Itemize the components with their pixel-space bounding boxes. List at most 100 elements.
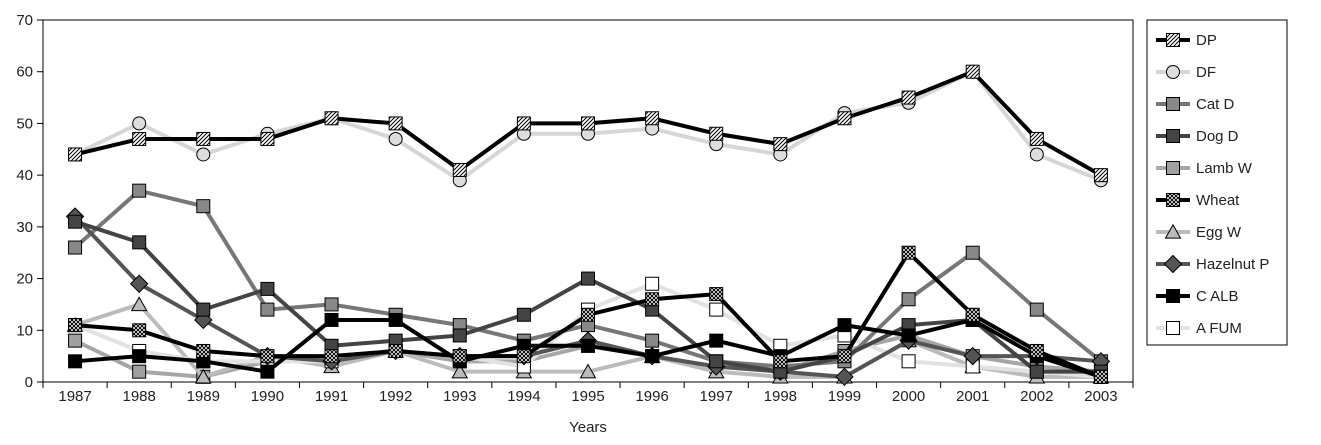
data-point [516, 349, 531, 364]
data-point [645, 276, 660, 291]
legend-marker [1163, 254, 1183, 274]
data-point [260, 131, 275, 146]
data-point [1029, 302, 1044, 317]
data-point [452, 162, 467, 177]
y-tick-label: 40 [16, 167, 33, 184]
legend-entry: Egg W [1156, 223, 1242, 241]
x-tick-label: 1997 [700, 388, 733, 405]
data-point [196, 302, 211, 317]
x-tick-label: 2001 [956, 388, 989, 405]
x-tick-label: 1995 [571, 388, 604, 405]
data-point [965, 64, 980, 79]
x-tick-label: 1998 [764, 388, 797, 405]
x-tick-label: 1987 [58, 388, 91, 405]
legend-marker [1166, 65, 1180, 79]
data-point [773, 137, 788, 152]
legend-label: Lamb W [1196, 160, 1253, 177]
data-point [1029, 147, 1044, 162]
y-tick-label: 70 [16, 12, 33, 29]
x-tick-label: 1989 [187, 388, 220, 405]
x-tick-label: 2003 [1084, 388, 1117, 405]
x-tick-label: 1990 [251, 388, 284, 405]
legend-label: DP [1196, 32, 1217, 49]
data-point [835, 367, 854, 387]
legend-marker [1164, 223, 1182, 239]
legend-entry: C ALB [1156, 288, 1239, 305]
data-point [452, 349, 467, 364]
legend-label: C ALB [1196, 288, 1239, 305]
data-point [388, 116, 403, 131]
data-point [132, 131, 147, 146]
data-point [581, 271, 595, 286]
data-point [129, 274, 149, 293]
series-wheat [68, 245, 1108, 384]
legend-label: Dog D [1196, 128, 1239, 145]
legend-entry: DP [1156, 32, 1217, 49]
data-point [452, 328, 467, 343]
data-point [1029, 343, 1044, 358]
data-point [773, 354, 788, 369]
legend-entry: A FUM [1156, 320, 1242, 337]
legend-marker [1166, 289, 1180, 303]
data-point [901, 245, 916, 260]
data-point [260, 364, 275, 379]
data-point [196, 147, 211, 162]
data-point [579, 363, 597, 379]
data-point [130, 296, 148, 312]
data-point [194, 368, 212, 384]
data-point [645, 292, 660, 307]
data-point [260, 281, 275, 296]
data-point [709, 287, 724, 302]
x-axis-label: Years [569, 419, 607, 436]
data-point [132, 116, 147, 131]
data-point [1093, 168, 1108, 183]
legend-marker [1166, 129, 1180, 143]
data-point [837, 318, 852, 333]
legend-label: Wheat [1196, 192, 1240, 209]
data-point [837, 349, 852, 364]
data-point [1093, 369, 1108, 384]
data-point [132, 364, 147, 379]
data-point [963, 346, 982, 366]
x-tick-label: 1988 [122, 388, 155, 405]
y-tick-label: 60 [16, 64, 33, 81]
legend-entry: Lamb W [1156, 160, 1253, 177]
data-point [68, 147, 83, 162]
data-point [901, 328, 916, 343]
data-point [965, 307, 980, 322]
y-axis: 0 10 20 30 40 50 60 70 [16, 12, 43, 391]
data-point [645, 349, 660, 364]
data-point [260, 302, 275, 317]
data-point [645, 111, 660, 126]
legend-entry: Cat D [1156, 96, 1235, 113]
data-point [388, 131, 403, 146]
data-point [581, 338, 595, 353]
series-layer [65, 64, 1111, 387]
legend-label: Hazelnut P [1196, 256, 1269, 273]
legend-label: DF [1196, 64, 1216, 81]
data-point [645, 333, 660, 348]
data-point [196, 131, 211, 146]
data-point [132, 323, 147, 338]
data-point [388, 312, 403, 327]
legend-label: A FUM [1196, 320, 1242, 337]
legend-marker [1166, 33, 1180, 47]
data-point [516, 116, 531, 131]
data-point [132, 235, 147, 250]
y-tick-label: 30 [16, 219, 33, 236]
legend-marker [1166, 97, 1180, 111]
y-tick-label: 50 [16, 115, 33, 132]
legend-entry: DF [1156, 64, 1216, 81]
data-point [1029, 364, 1044, 379]
data-point [709, 126, 724, 141]
legend-label: Cat D [1196, 96, 1235, 113]
legend-marker [1166, 161, 1180, 175]
y-tick-label: 0 [25, 374, 33, 391]
x-tick-label: 1999 [828, 388, 861, 405]
data-point [709, 333, 724, 348]
data-point [901, 292, 916, 307]
data-point [68, 354, 83, 369]
legend-marker [1166, 193, 1180, 207]
data-point [68, 214, 83, 229]
x-tick-label: 2000 [892, 388, 925, 405]
